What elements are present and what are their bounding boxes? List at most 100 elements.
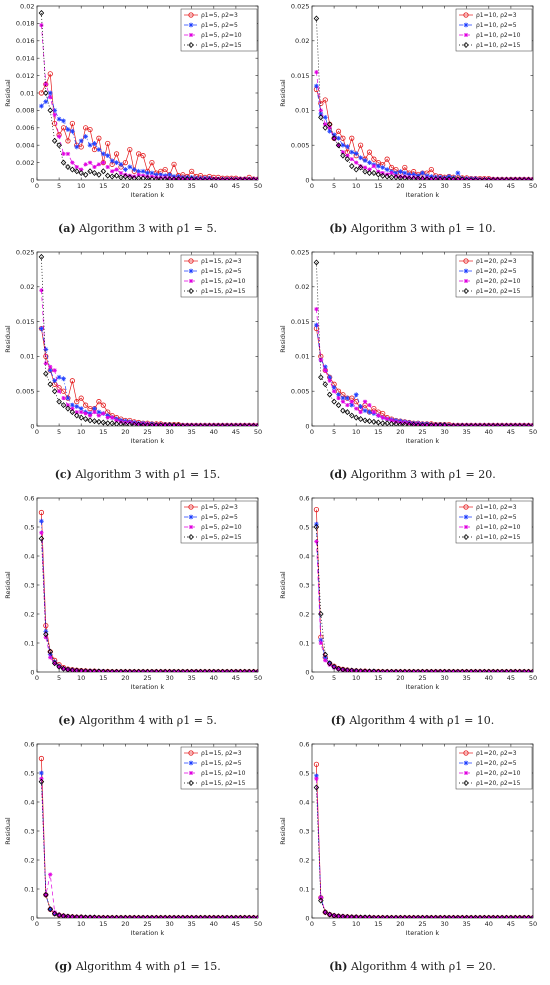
legend-item: ρ1=10, ρ2=5 xyxy=(459,22,517,29)
data-point xyxy=(246,423,252,426)
data-point xyxy=(246,668,252,672)
data-point xyxy=(87,915,93,918)
data-point xyxy=(516,423,523,426)
data-point xyxy=(47,367,53,373)
data-point xyxy=(512,177,519,180)
data-point xyxy=(224,177,230,180)
data-point xyxy=(521,423,527,426)
x-tick-label: 0 xyxy=(310,182,314,190)
data-point xyxy=(366,149,373,155)
data-point xyxy=(366,914,373,918)
x-tick-label: 25 xyxy=(418,674,426,682)
data-point xyxy=(229,177,234,180)
data-point xyxy=(166,176,173,180)
legend-label: ρ1=5, ρ2=10 xyxy=(201,524,242,531)
data-point xyxy=(442,915,447,918)
x-tick-label: 5 xyxy=(57,674,61,682)
data-point xyxy=(336,396,341,401)
data-point xyxy=(521,914,527,918)
data-point xyxy=(410,175,417,180)
data-point xyxy=(314,322,319,328)
data-point xyxy=(486,915,491,918)
data-point xyxy=(52,378,58,384)
y-tick-label: 0.4 xyxy=(299,552,309,560)
data-point xyxy=(109,415,115,420)
data-point xyxy=(331,389,337,394)
data-point xyxy=(255,177,258,180)
data-point xyxy=(318,611,324,617)
data-point xyxy=(349,668,354,672)
data-point xyxy=(149,915,155,918)
x-tick-label: 10 xyxy=(352,182,360,190)
panel-label: (f) xyxy=(330,714,346,727)
data-point xyxy=(43,347,49,352)
figure-caption: (e) Algorithm 4 with ρ1 = 5. xyxy=(0,714,275,728)
data-point xyxy=(132,174,137,179)
legend-marker xyxy=(188,750,194,756)
data-point xyxy=(180,176,186,180)
data-point xyxy=(39,326,44,331)
data-point xyxy=(216,915,221,918)
data-point xyxy=(114,915,119,918)
data-point xyxy=(415,421,421,426)
x-tick-label: 5 xyxy=(57,182,61,190)
data-point xyxy=(331,665,337,670)
data-point xyxy=(433,422,439,426)
data-point xyxy=(402,669,408,672)
data-point xyxy=(197,914,204,918)
data-point xyxy=(78,914,84,918)
data-point xyxy=(526,423,531,426)
data-point xyxy=(158,915,163,918)
data-point xyxy=(429,915,434,918)
y-tick-label: 0 xyxy=(305,176,309,184)
data-point xyxy=(233,915,239,918)
data-point xyxy=(105,164,110,169)
data-point xyxy=(104,420,111,426)
data-point xyxy=(145,915,150,918)
data-point xyxy=(407,421,412,426)
data-point xyxy=(56,374,62,380)
data-point xyxy=(96,135,102,141)
x-tick-label: 30 xyxy=(165,674,173,682)
panel-label: (b) xyxy=(329,222,348,235)
data-point xyxy=(362,399,368,404)
data-point xyxy=(366,170,373,177)
data-point xyxy=(79,915,84,918)
data-point xyxy=(105,140,111,147)
data-point xyxy=(211,668,217,672)
legend-item: ρ1=20, ρ2=15 xyxy=(459,288,521,295)
data-point xyxy=(136,421,141,426)
legend-label: ρ1=20, ρ2=5 xyxy=(476,760,517,767)
y-tick-label: 0 xyxy=(30,914,34,922)
y-tick-label: 0.014 xyxy=(16,55,35,63)
data-point xyxy=(113,668,120,672)
series-line xyxy=(41,538,258,672)
data-point xyxy=(318,111,324,117)
data-point xyxy=(162,914,168,918)
data-point xyxy=(314,776,319,781)
data-point xyxy=(250,668,257,672)
data-point xyxy=(389,171,394,176)
y-tick-label: 0 xyxy=(305,914,309,922)
x-tick-label: 35 xyxy=(463,920,471,928)
data-point xyxy=(481,177,488,180)
data-point xyxy=(371,915,377,918)
y-tick-label: 0.1 xyxy=(299,639,309,647)
x-tick-label: 50 xyxy=(529,920,537,928)
data-point xyxy=(441,914,448,918)
data-point xyxy=(47,71,53,77)
data-point xyxy=(362,158,368,163)
data-point xyxy=(494,668,501,672)
data-point xyxy=(101,669,106,672)
data-point xyxy=(314,539,319,544)
data-point xyxy=(376,915,381,918)
data-point xyxy=(429,669,434,672)
legend-marker xyxy=(188,279,194,283)
data-point xyxy=(353,914,359,918)
data-point xyxy=(517,669,522,672)
data-point xyxy=(340,399,346,404)
legend-item: ρ1=10, ρ2=15 xyxy=(459,42,521,49)
y-tick-label: 0.006 xyxy=(16,124,35,132)
data-point xyxy=(322,364,328,370)
data-point xyxy=(83,411,88,416)
